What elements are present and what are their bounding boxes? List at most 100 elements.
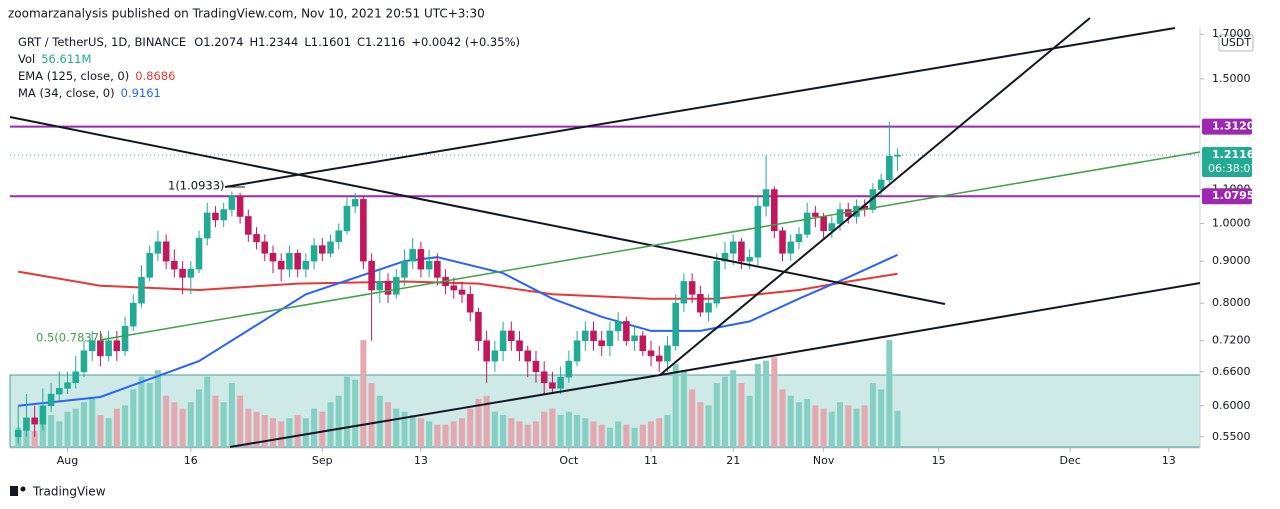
volume-bar — [204, 376, 211, 447]
volume-bar — [894, 410, 901, 447]
fib-line — [99, 151, 1201, 341]
volume-bar — [64, 411, 71, 447]
x-tick-label: Sep — [312, 454, 333, 467]
candle-body — [187, 268, 195, 278]
volume-bar — [557, 415, 564, 447]
volume-bar — [524, 424, 531, 447]
volume-bar — [837, 402, 844, 447]
volume-bar — [869, 383, 876, 447]
candle-body — [655, 355, 663, 362]
candle-body — [318, 245, 326, 254]
volume-bar — [417, 418, 424, 447]
candle-body — [310, 245, 318, 262]
candle-body — [146, 252, 154, 278]
volume-bar — [516, 421, 523, 447]
candle-body — [713, 260, 721, 304]
volume-bar — [335, 395, 342, 447]
candle-body — [614, 321, 622, 332]
volume-bar — [179, 408, 186, 447]
candle-body — [31, 417, 38, 425]
candle-body — [88, 340, 96, 352]
volume-bar — [754, 363, 761, 447]
change: +0.0042 (+0.35%) — [411, 35, 520, 49]
volume-bar — [779, 389, 786, 447]
candle-body — [836, 209, 844, 224]
candle-body — [705, 302, 712, 313]
volume-bar — [746, 395, 753, 447]
candle-body — [360, 199, 367, 262]
ohlc: C1.2116 — [357, 35, 405, 49]
volume-bar — [606, 427, 613, 447]
candle-body — [450, 285, 458, 291]
x-tick-label: 16 — [184, 454, 198, 467]
y-tick-label: 1.0000 — [1212, 217, 1251, 230]
volume-bar — [278, 421, 285, 447]
volume-bar — [171, 402, 178, 447]
x-tick-label: 13 — [414, 454, 428, 467]
volume-bar — [886, 340, 893, 447]
volume-bar — [245, 408, 252, 447]
volume-bar — [72, 408, 79, 447]
candle-body — [770, 189, 778, 232]
candle-body — [269, 252, 277, 262]
candle-body — [253, 234, 260, 243]
candle-body — [623, 321, 630, 342]
candle-body — [812, 212, 819, 217]
countdown: 06:38:07 — [1208, 162, 1257, 175]
candle-body — [56, 388, 63, 395]
candle-body — [532, 360, 540, 373]
volume-bar — [319, 411, 326, 447]
volume-bar — [269, 418, 276, 447]
currency: USDT — [1221, 36, 1252, 49]
candle-body — [491, 350, 499, 362]
volume-bar — [212, 395, 219, 447]
candle-body — [47, 393, 55, 407]
volume-bar — [590, 421, 597, 447]
brand: TradingView — [32, 485, 106, 499]
volume-bar — [598, 424, 605, 447]
candle-body — [680, 281, 688, 304]
volume-bar — [656, 418, 663, 447]
candle-body — [195, 237, 203, 270]
volume-bar — [532, 421, 539, 447]
candle-body — [828, 223, 836, 232]
volume-bar — [48, 415, 55, 447]
volume-bar — [582, 418, 589, 447]
volume-bar — [122, 405, 129, 447]
drawings — [9, 17, 1201, 448]
volume-bar — [689, 389, 696, 447]
candle-body — [97, 340, 104, 357]
volume-bar — [812, 405, 819, 447]
volume-bar — [80, 402, 87, 447]
volume-bar — [113, 408, 120, 447]
candle-body — [894, 154, 901, 157]
volume-bar — [648, 421, 655, 447]
volume-bar — [549, 408, 556, 447]
volume-bar — [565, 411, 572, 447]
volume-bar — [434, 424, 441, 447]
candle-body — [688, 281, 696, 295]
vol-name: Vol — [18, 52, 35, 66]
legend-ema: EMA (125, close, 0) 0.8686 — [18, 69, 175, 83]
volume-bar — [146, 383, 153, 447]
x-tick-label: Oct — [559, 454, 579, 467]
y-tick-label: 1.7000 — [1212, 27, 1251, 40]
volume-bar — [508, 418, 515, 447]
candle-body — [154, 241, 162, 254]
candle-body — [138, 277, 145, 304]
annotation: 1(1.0933) — [168, 179, 225, 193]
volume-bar — [680, 370, 687, 447]
volume-bar — [196, 389, 203, 447]
legend-symbol: GRT / TetherUS, 1D, BINANCE O1.2074 H1.234… — [18, 35, 520, 49]
candle-body — [392, 277, 400, 295]
volume-bar — [343, 376, 350, 447]
volume-bar — [138, 376, 145, 447]
volume-bar — [672, 363, 679, 447]
last-price-label: 1.2116 — [1212, 148, 1255, 161]
volume-bar — [302, 418, 309, 447]
y-tick-label: 0.5500 — [1212, 430, 1251, 443]
volume-bar — [228, 383, 235, 447]
candle-body — [483, 340, 490, 362]
candle-body — [425, 260, 433, 270]
